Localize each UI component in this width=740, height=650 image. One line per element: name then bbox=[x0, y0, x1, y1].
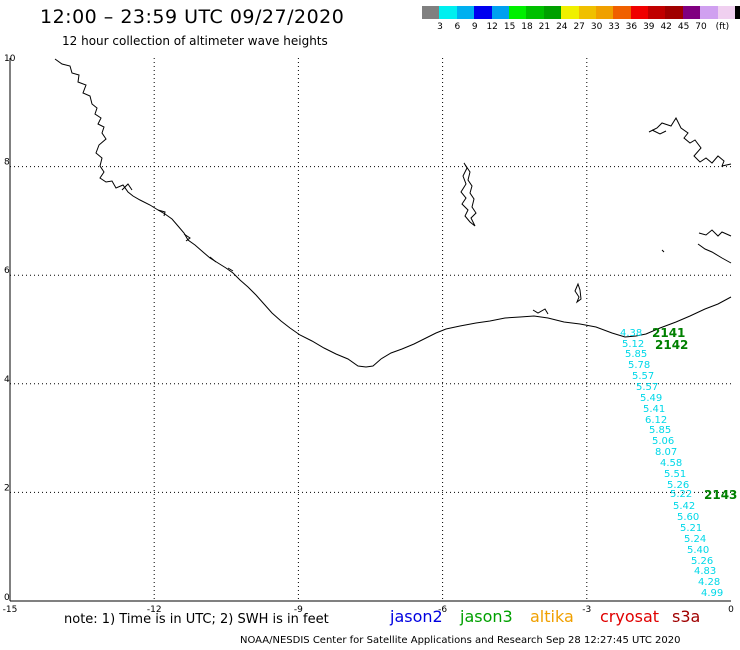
x-tick-label: -3 bbox=[582, 605, 591, 615]
swh-value: 5.41 bbox=[643, 404, 665, 415]
swh-value: 5.57 bbox=[636, 382, 658, 393]
note-text: note: 1) Time is in UTC; 2) SWH is in fe… bbox=[64, 612, 329, 627]
colorbar-swatch bbox=[630, 6, 649, 19]
colorbar-label: 39 bbox=[643, 22, 655, 32]
colorbar-label: 12 bbox=[486, 22, 498, 32]
swh-value: 5.51 bbox=[664, 469, 686, 480]
colorbar-label: 21 bbox=[538, 22, 551, 32]
track-number: 2142 bbox=[655, 338, 688, 352]
swh-value: 5.24 bbox=[684, 534, 706, 545]
x-tick-label: -12 bbox=[147, 605, 162, 615]
y-tick-label: 0 bbox=[4, 593, 10, 603]
legend-item-jason3: jason3 bbox=[460, 607, 513, 626]
colorbar-label: 33 bbox=[608, 22, 620, 32]
coastline-inlet-1 bbox=[121, 183, 234, 272]
colorbar-label: 27 bbox=[573, 22, 585, 32]
colorbar-label: (ft) bbox=[715, 22, 730, 32]
colorbar-swatch bbox=[648, 6, 666, 19]
swh-value: 8.07 bbox=[655, 447, 677, 458]
coastline-island-north bbox=[460, 162, 477, 227]
colorbar-swatch bbox=[526, 6, 544, 19]
colorbar-label: 3 bbox=[437, 22, 443, 32]
colorbar-label: 45 bbox=[677, 22, 690, 32]
legend-item-altika: altika bbox=[530, 607, 574, 626]
swh-value-labels: 4.385.125.855.785.575.575.495.416.125.85… bbox=[620, 328, 723, 599]
coastline-island-small bbox=[532, 282, 582, 315]
colorbar-label: 9 bbox=[471, 22, 478, 32]
swh-value: 6.12 bbox=[645, 415, 667, 426]
swh-value: 4.83 bbox=[694, 566, 716, 577]
colorbar-swatch bbox=[700, 6, 718, 19]
colorbar-swatch bbox=[561, 6, 579, 19]
swh-value: 5.85 bbox=[649, 425, 671, 436]
swh-value: 5.22 bbox=[670, 489, 692, 500]
swh-value: 4.38 bbox=[620, 328, 642, 339]
y-tick-label: 2 bbox=[4, 483, 10, 493]
colorbar-label: 30 bbox=[590, 22, 603, 32]
track-number: 2141 bbox=[652, 326, 685, 340]
colorbar-swatch bbox=[456, 6, 475, 19]
swh-value: 4.28 bbox=[698, 577, 720, 588]
colorbar-swatch bbox=[491, 6, 509, 19]
swh-value: 5.40 bbox=[687, 545, 709, 556]
colorbar-label: 70 bbox=[695, 22, 707, 32]
x-tick-label: 0 bbox=[728, 605, 734, 615]
colorbar-swatch bbox=[422, 6, 440, 19]
y-tick-label: 10 bbox=[4, 54, 16, 64]
x-tick-label: -15 bbox=[3, 605, 18, 615]
credit-line: NOAA/NESDIS Center for Satellite Applica… bbox=[240, 635, 681, 646]
colorbar-label: 42 bbox=[660, 22, 672, 32]
colorbar-label: 6 bbox=[454, 22, 461, 32]
legend-item-jason2: jason2 bbox=[390, 607, 443, 626]
coastline-northeast bbox=[648, 116, 732, 264]
colorbar-swatch bbox=[735, 6, 740, 19]
plot-frame bbox=[9, 58, 731, 602]
legend-item-s3a: s3a bbox=[672, 607, 701, 626]
swh-value: 5.12 bbox=[622, 339, 644, 350]
swh-value: 5.78 bbox=[628, 360, 650, 371]
swh-value: 5.60 bbox=[677, 512, 699, 523]
swh-value: 4.58 bbox=[660, 458, 682, 469]
swh-value: 5.26 bbox=[667, 480, 689, 491]
x-tick-label: -6 bbox=[438, 605, 447, 615]
page-subtitle: 12 hour collection of altimeter wave hei… bbox=[62, 34, 328, 48]
y-tick-label: 4 bbox=[4, 375, 10, 385]
legend-item-cryosat: cryosat bbox=[600, 607, 660, 626]
colorbar-label: 36 bbox=[625, 22, 638, 32]
swh-value: 5.49 bbox=[640, 393, 662, 404]
colorbar-label: 18 bbox=[521, 22, 533, 32]
track-number: 2143 bbox=[704, 488, 737, 502]
swh-value: 5.21 bbox=[680, 523, 702, 534]
y-tick-label: 6 bbox=[4, 266, 10, 276]
swh-value: 5.06 bbox=[652, 436, 674, 447]
colorbar-swatch bbox=[439, 6, 457, 19]
colorbar-swatch bbox=[665, 6, 683, 19]
colorbar-swatch bbox=[613, 6, 631, 19]
coastline-main bbox=[54, 58, 732, 368]
swh-value: 5.26 bbox=[691, 556, 713, 567]
x-tick-label: -9 bbox=[294, 605, 303, 615]
colorbar-swatch bbox=[682, 6, 701, 19]
axis-tick-labels: -15 -12 -9 -6 -3 0 0 2 4 6 8 10 bbox=[3, 54, 734, 615]
colorbar-label: 15 bbox=[503, 22, 516, 32]
colorbar-swatch bbox=[717, 6, 736, 19]
colorbar-swatch bbox=[508, 6, 527, 19]
swh-value: 4.99 bbox=[701, 588, 723, 599]
colorbar-swatch bbox=[474, 6, 492, 19]
colorbar-label: 24 bbox=[556, 22, 568, 32]
grid-lines bbox=[10, 58, 731, 601]
colorbar-swatch bbox=[578, 6, 596, 19]
y-tick-label: 8 bbox=[4, 158, 10, 168]
swh-value: 5.42 bbox=[673, 501, 695, 512]
page-title: 12:00 – 23:59 UTC 09/27/2020 bbox=[40, 6, 345, 28]
swh-value: 5.85 bbox=[625, 349, 647, 360]
colorbar-swatch bbox=[543, 6, 562, 19]
colorbar-swatch bbox=[595, 6, 614, 19]
colorbar-labels: 3 6 9 12 15 18 21 24 27 30 33 36 39 42 45 70 (ft) bbox=[422, 22, 740, 34]
swh-value: 5.57 bbox=[632, 371, 654, 382]
colorbar bbox=[422, 6, 740, 19]
